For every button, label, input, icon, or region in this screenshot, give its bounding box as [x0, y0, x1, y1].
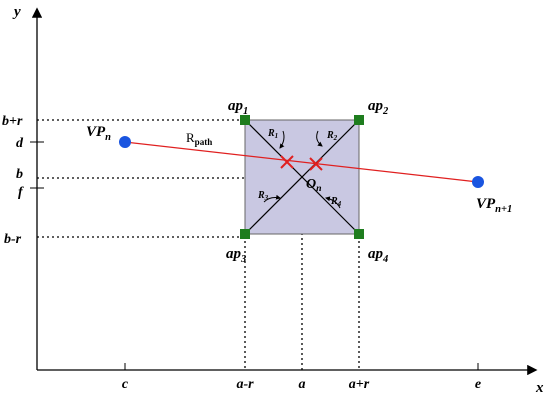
x-tick-label: e [475, 377, 481, 392]
x-tick-label: a-r [236, 377, 254, 392]
center-label: On [306, 177, 322, 194]
path-label: Rpath [186, 130, 212, 147]
ap-label: ap4 [368, 246, 388, 265]
ap-label: ap1 [228, 98, 248, 117]
y-tick-label: f [18, 185, 24, 200]
region-arrows [263, 130, 341, 209]
region-label: R3 [257, 190, 269, 202]
coverage-square [240, 115, 364, 239]
axes: y x [12, 4, 544, 396]
y-ticks: b+r d b f b-r [2, 114, 24, 247]
x-tick-label: c [122, 377, 129, 392]
x-axis-label: x [535, 380, 544, 396]
x-tick-label: a [299, 377, 306, 392]
region-label: R4 [330, 196, 342, 208]
y-tick-label: b+r [2, 114, 23, 129]
x-tick-label: a+r [349, 377, 370, 392]
y-axis-label: y [12, 4, 21, 20]
vp-label: VPn [86, 124, 111, 143]
labels: ap1 ap2 ap3 ap4 VPn VPn+1 Rpath On R1 R2… [86, 98, 512, 265]
region-label: R2 [326, 130, 338, 142]
y-tick-label: b [16, 167, 23, 182]
ap-label: ap3 [226, 246, 246, 265]
y-tick-label: b-r [4, 232, 22, 247]
x-ticks: c a-r a a+r e [122, 377, 481, 392]
region-label: R1 [267, 128, 278, 140]
y-tick-label: d [16, 136, 24, 151]
vp-label: VPn+1 [476, 196, 512, 215]
ap-label: ap2 [368, 98, 389, 117]
path [119, 136, 484, 188]
